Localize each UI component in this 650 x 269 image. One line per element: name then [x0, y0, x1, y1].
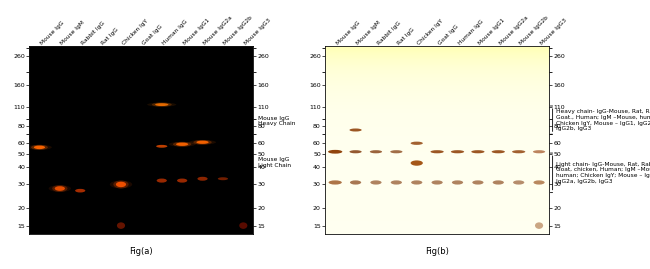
Ellipse shape: [113, 180, 129, 189]
Ellipse shape: [350, 150, 361, 153]
Ellipse shape: [370, 150, 382, 153]
Ellipse shape: [157, 179, 167, 183]
Ellipse shape: [411, 141, 423, 145]
Ellipse shape: [328, 150, 343, 154]
Text: Mouse IgG
Light Chain: Mouse IgG Light Chain: [258, 157, 291, 168]
Ellipse shape: [533, 150, 545, 153]
Text: Fig(b): Fig(b): [425, 247, 449, 256]
Ellipse shape: [218, 177, 228, 180]
Ellipse shape: [189, 140, 216, 145]
Ellipse shape: [55, 186, 65, 191]
Ellipse shape: [350, 129, 361, 132]
Ellipse shape: [390, 150, 402, 153]
Ellipse shape: [328, 180, 342, 185]
Ellipse shape: [198, 177, 207, 181]
Ellipse shape: [155, 103, 168, 106]
Ellipse shape: [512, 150, 525, 153]
Ellipse shape: [430, 150, 444, 153]
Ellipse shape: [513, 180, 525, 185]
Text: Light chain- IgG-Mouse, Rat, Rabbit,
Goat, chicken, Human; IgM –Mouse,
human; Ch: Light chain- IgG-Mouse, Rat, Rabbit, Goa…: [556, 162, 650, 184]
Ellipse shape: [176, 143, 188, 146]
Ellipse shape: [156, 145, 167, 148]
Ellipse shape: [152, 102, 172, 107]
Ellipse shape: [75, 189, 85, 193]
Ellipse shape: [110, 180, 132, 189]
Ellipse shape: [31, 145, 48, 150]
Ellipse shape: [471, 150, 484, 153]
Ellipse shape: [493, 180, 504, 185]
Ellipse shape: [147, 102, 176, 107]
Ellipse shape: [116, 182, 126, 187]
Text: Heavy chain- IgG-Mouse, Rat, Rabbit,
Goat., Human; IgM –Mouse, human;
Chicken Ig: Heavy chain- IgG-Mouse, Rat, Rabbit, Goa…: [556, 109, 650, 131]
Ellipse shape: [451, 150, 464, 153]
Text: Fig(a): Fig(a): [129, 247, 153, 256]
Ellipse shape: [117, 222, 125, 229]
Ellipse shape: [391, 180, 402, 185]
Ellipse shape: [452, 180, 463, 185]
Ellipse shape: [534, 180, 545, 185]
Ellipse shape: [239, 222, 248, 229]
Ellipse shape: [193, 140, 212, 145]
Ellipse shape: [473, 180, 484, 185]
Ellipse shape: [350, 180, 361, 185]
Ellipse shape: [411, 180, 422, 185]
Ellipse shape: [491, 150, 505, 153]
Ellipse shape: [173, 142, 191, 147]
Text: Mouse IgG
Heavy Chain: Mouse IgG Heavy Chain: [258, 116, 295, 126]
Ellipse shape: [196, 141, 209, 144]
Ellipse shape: [27, 145, 52, 150]
Ellipse shape: [49, 185, 71, 192]
Ellipse shape: [177, 179, 187, 183]
Ellipse shape: [535, 222, 543, 229]
Ellipse shape: [370, 180, 382, 185]
Ellipse shape: [169, 142, 196, 147]
Ellipse shape: [52, 185, 68, 192]
Ellipse shape: [34, 146, 45, 149]
Ellipse shape: [411, 160, 423, 166]
Ellipse shape: [432, 180, 443, 185]
